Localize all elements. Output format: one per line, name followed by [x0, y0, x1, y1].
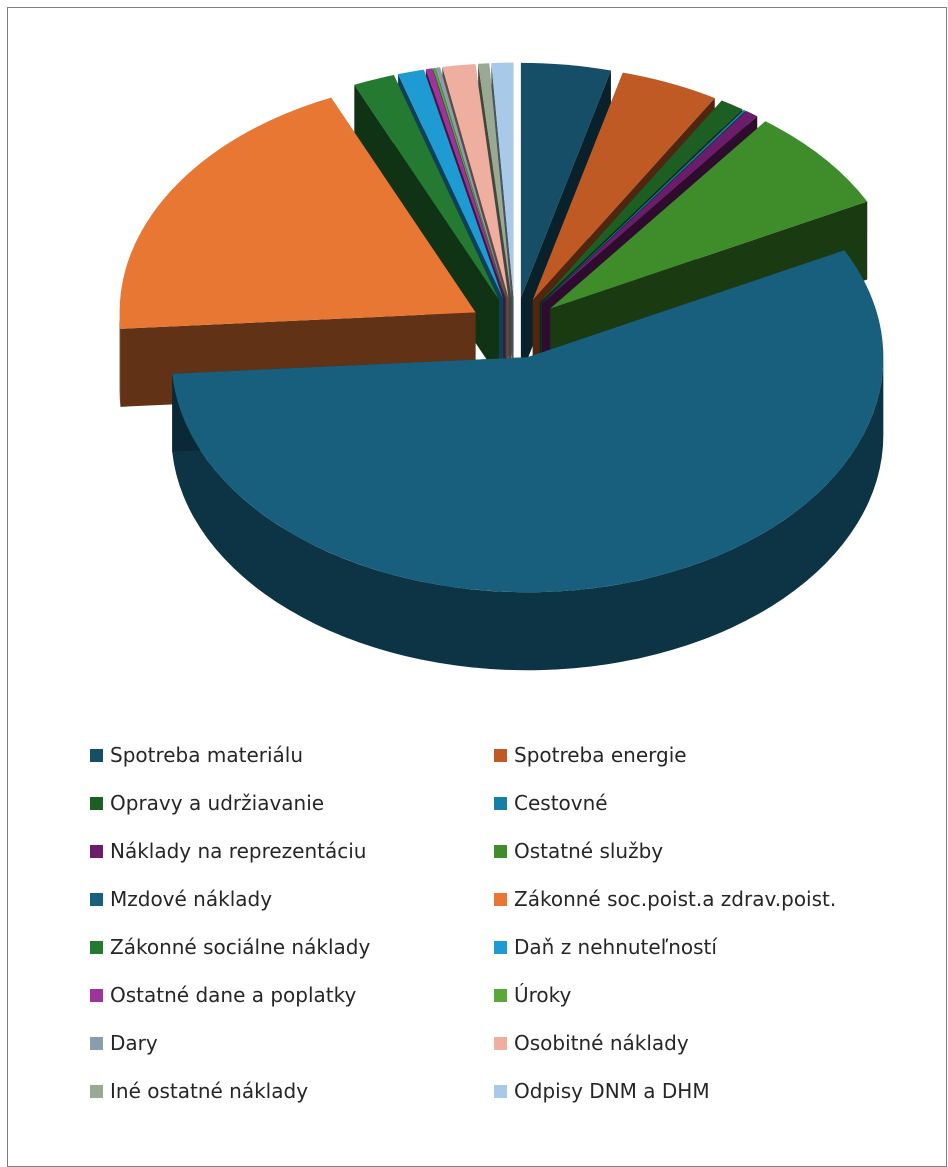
legend-label: Osobitné náklady	[514, 1031, 689, 1055]
pie-slice-mzdove-naklady	[172, 250, 884, 671]
legend-item-naklady-na-reprezentaciu: Náklady na reprezentáciu	[90, 834, 494, 868]
legend-label: Daň z nehnuteľností	[514, 935, 717, 959]
legend-swatch	[494, 796, 507, 810]
legend-item-dary: Dary	[90, 1026, 494, 1060]
legend-swatch	[494, 988, 507, 1002]
legend-swatch	[90, 748, 103, 762]
legend-item-odpisy-dnm-a-dhm: Odpisy DNM a DHM	[494, 1074, 914, 1108]
legend-label: Ostatné služby	[514, 839, 664, 863]
legend-item-uroky: Úroky	[494, 978, 914, 1012]
legend-swatch	[90, 1084, 103, 1098]
legend-label: Náklady na reprezentáciu	[110, 839, 367, 863]
legend-label: Dary	[110, 1031, 158, 1055]
legend-item-mzdove-naklady: Mzdové náklady	[90, 882, 494, 916]
legend-item-zakonne-socialne-naklady: Zákonné sociálne náklady	[90, 930, 494, 964]
legend-label: Odpisy DNM a DHM	[514, 1079, 710, 1103]
legend-swatch	[494, 1084, 507, 1098]
legend-item-spotreba-materialu: Spotreba materiálu	[90, 738, 494, 772]
pie-chart	[119, 62, 884, 671]
legend-item-opravy-a-udrziavanie: Opravy a udržiavanie	[90, 786, 494, 820]
legend-label: Cestovné	[514, 791, 608, 815]
legend-item-ostatne-sluzby: Ostatné služby	[494, 834, 914, 868]
legend-swatch	[494, 940, 507, 954]
legend-item-ine-ostatne-naklady: Iné ostatné náklady	[90, 1074, 494, 1108]
legend-swatch	[90, 1036, 103, 1050]
legend: Spotreba materiálu Spotreba energie Opravy…	[90, 738, 930, 1108]
legend-swatch	[90, 940, 103, 954]
legend-swatch	[90, 892, 103, 906]
legend-label: Spotreba energie	[514, 743, 687, 767]
legend-swatch	[494, 892, 507, 906]
legend-label: Opravy a udržiavanie	[110, 791, 325, 815]
legend-item-osobitne-naklady: Osobitné náklady	[494, 1026, 914, 1060]
legend-item-dan-z-nehnutelnosti: Daň z nehnuteľností	[494, 930, 914, 964]
legend-item-cestovne: Cestovné	[494, 786, 914, 820]
legend-item-zakonne-soc-poist-a-zdrav-poist: Zákonné soc.poist.a zdrav.poist.	[494, 882, 914, 916]
legend-label: Úroky	[514, 983, 572, 1007]
legend-label: Mzdové náklady	[110, 887, 273, 911]
legend-label: Iné ostatné náklady	[110, 1079, 309, 1103]
legend-label: Zákonné soc.poist.a zdrav.poist.	[514, 887, 837, 911]
legend-swatch	[494, 1036, 507, 1050]
legend-item-ostatne-dane-a-poplatky: Ostatné dane a poplatky	[90, 978, 494, 1012]
legend-label: Spotreba materiálu	[110, 743, 304, 767]
legend-swatch	[90, 988, 103, 1002]
legend-swatch	[90, 796, 103, 810]
legend-label: Zákonné sociálne náklady	[110, 935, 371, 959]
legend-swatch	[494, 748, 507, 762]
legend-swatch	[90, 844, 103, 858]
legend-item-spotreba-energie: Spotreba energie	[494, 738, 914, 772]
legend-label: Ostatné dane a poplatky	[110, 983, 357, 1007]
legend-swatch	[494, 844, 507, 858]
